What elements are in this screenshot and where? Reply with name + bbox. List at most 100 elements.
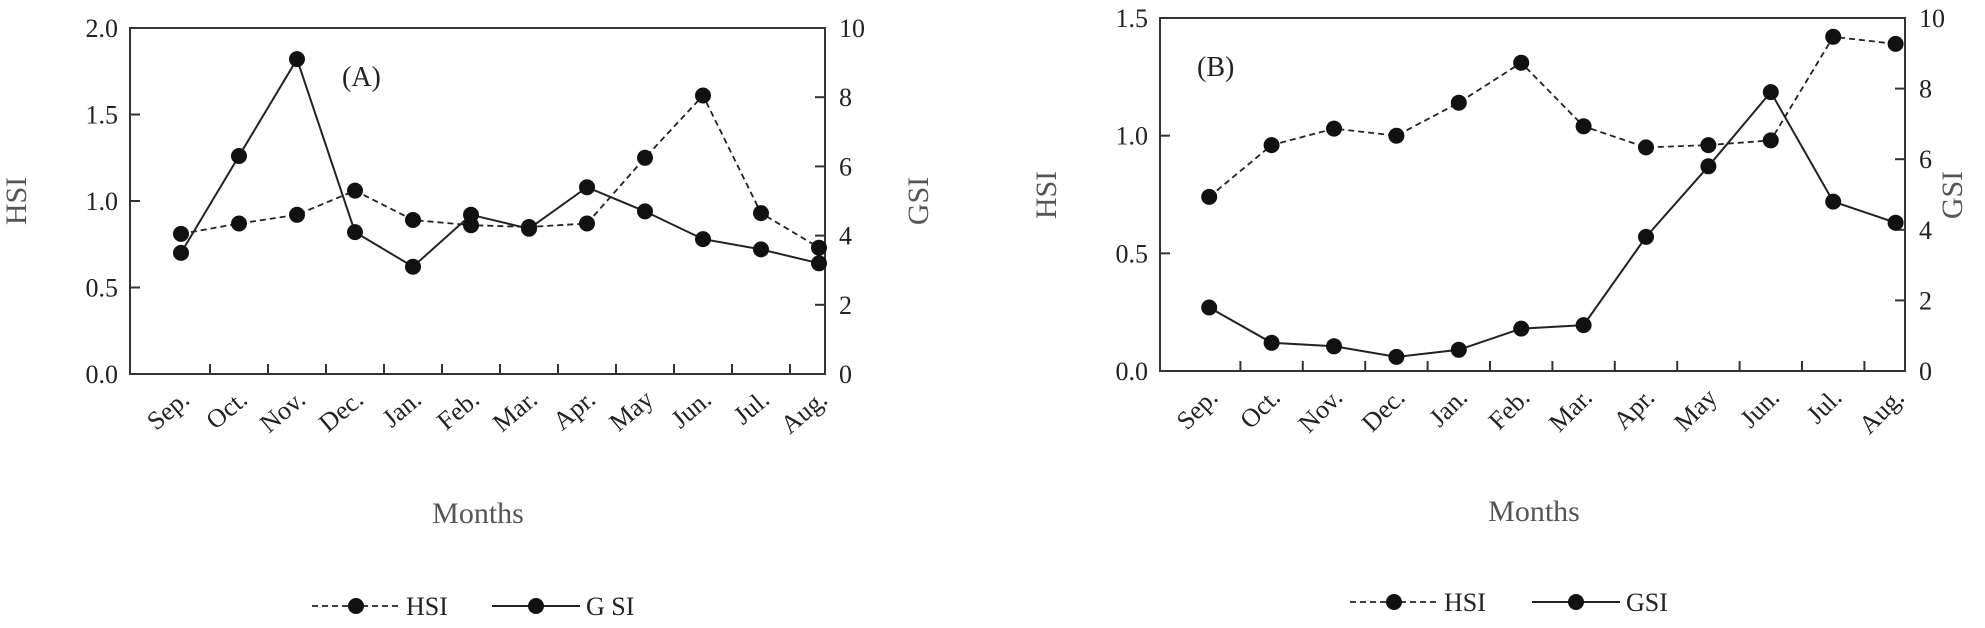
- panel-b-hsi-series-line: [1208, 35, 1896, 198]
- legend-a-gsi-marker: [528, 598, 544, 614]
- panel-b-right-tick-label: 6: [1919, 145, 1932, 174]
- panel-a-hsi-point: [579, 215, 595, 232]
- panel-a-right-axis-ticks: 0 2 4 6 8 10: [815, 14, 865, 389]
- panel-a-hsi-point: [289, 206, 305, 223]
- panel-a-gsi-point: [347, 224, 363, 241]
- panel-a-hsi-point: [231, 215, 247, 232]
- panel-b-left-tick-label: 0.5: [1116, 239, 1149, 268]
- panel-b-plot-frame: [1159, 17, 1906, 372]
- panel-a-left-tick-label: 2.0: [86, 14, 119, 43]
- panel-a-right-tick-label: 8: [839, 83, 852, 112]
- panel-b-hsi-point: [1450, 94, 1467, 111]
- panel-a-gsi-point: [405, 258, 421, 275]
- panel-a-gsi-points: [173, 51, 827, 275]
- panel-a-gsi-series-line: [180, 56, 820, 268]
- panel-a-hsi-point: [811, 239, 827, 256]
- panel-a-left-tick-label: 0.5: [86, 274, 119, 303]
- panel-a-right-tick-label: 0: [839, 360, 852, 389]
- panel-b-right-tick-label: 2: [1919, 286, 1932, 315]
- panel-a-gsi-point: [463, 206, 479, 223]
- panel-b-hsi-point: [1638, 139, 1654, 156]
- panel-a-gsi-point: [637, 203, 653, 220]
- panel-a-gsi-point: [811, 255, 827, 272]
- panel-b-y2-axis-label: GSI: [1936, 171, 1969, 219]
- panel-a-gsi-point: [521, 220, 537, 237]
- panel-a-x-axis-label: Months: [432, 497, 524, 530]
- panel-b-month-label: May: [1668, 383, 1722, 437]
- panel-b-hsi-point: [1263, 137, 1280, 154]
- panel-b-hsi-point: [1326, 120, 1342, 137]
- panel-b-right-tick-label: 8: [1919, 75, 1932, 104]
- panel-b-month-label: Dec.: [1356, 383, 1411, 438]
- panel-b-left-tick-label: 1.0: [1116, 122, 1149, 151]
- panel-a-month-label: Oct.: [200, 384, 252, 435]
- panel-b-gsi-point: [1575, 317, 1592, 334]
- panel-a-hsi-point: [753, 205, 769, 222]
- panel-a-hsi-series-line: [180, 93, 820, 249]
- panel-b-month-label: Aug.: [1853, 383, 1910, 440]
- legend-b-gsi-marker: [1568, 594, 1584, 610]
- panel-a-hsi-point: [173, 225, 189, 242]
- panel-b-month-label: Mar.: [1543, 383, 1598, 438]
- panel-a-hsi-point: [637, 149, 653, 166]
- panel-a-x-axis-ticks: Sep. Oct. Nov. Dec. Jan. Feb. Mar. Apr. May Jun. J…: [141, 364, 833, 440]
- panel-b-month-label: Sep.: [1171, 383, 1224, 436]
- panel-b-month-label: Jun.: [1734, 383, 1785, 434]
- panel-b-month-label: Jan.: [1423, 383, 1473, 433]
- legend-a-hsi-marker: [348, 598, 364, 614]
- panel-a-annotation: (A): [342, 62, 381, 93]
- panel-b-hsi-point: [1887, 35, 1904, 52]
- panel-b-gsi-point: [1201, 299, 1218, 316]
- panel-b-gsi-point: [1887, 214, 1904, 231]
- panel-a-month-label: Dec.: [313, 384, 369, 437]
- legend-a-gsi-label: G SI: [586, 592, 634, 621]
- legend-b-gsi-label: GSI: [1626, 588, 1668, 617]
- panel-b-right-tick-label: 0: [1919, 357, 1932, 386]
- panel-a-month-label: Apr.: [547, 384, 600, 435]
- panel-a-month-label: Jan.: [377, 384, 427, 433]
- panel-a-right-tick-label: 2: [839, 291, 852, 320]
- panel-b-hsi-point: [1762, 132, 1779, 149]
- panel-b-month-label: Apr.: [1608, 383, 1661, 436]
- panel-a-gsi-point: [231, 148, 247, 164]
- panel-b-left-tick-label: 0.0: [1116, 357, 1149, 386]
- panel-b-right-tick-label: 4: [1919, 216, 1932, 245]
- panel-a-left-tick-label: 1.5: [86, 101, 119, 130]
- panel-b-annotation: (B): [1197, 52, 1234, 83]
- panel-b-gsi-point: [1263, 334, 1280, 351]
- panel-b-month-label: Nov.: [1293, 383, 1349, 439]
- panel-a-month-label: Jun.: [666, 384, 717, 434]
- panel-a-month-label: Sep.: [141, 384, 194, 435]
- panel-a-gsi-point: [753, 241, 769, 258]
- panel-b-gsi-point: [1638, 228, 1654, 245]
- panel-b-y-axis-label: HSI: [1030, 171, 1063, 219]
- panel-a-month-label: Mar.: [487, 384, 543, 437]
- panel-b-hsi-point: [1575, 118, 1592, 135]
- panel-b-hsi-points: [1201, 28, 1904, 205]
- panel-a-plot-frame: [129, 27, 826, 375]
- panel-a-hsi-point: [347, 182, 363, 199]
- panel-b-gsi-series-line: [1208, 90, 1896, 358]
- panel-a-hsi-points: [173, 87, 827, 256]
- legend-b-hsi-marker: [1386, 594, 1402, 610]
- panel-b-right-axis-ticks: 0 2 4 6 8 10: [1895, 4, 1945, 386]
- panel-a-hsi-point: [695, 87, 711, 104]
- panel-a-gsi-point: [173, 244, 189, 261]
- panel-a-right-tick-label: 10: [839, 14, 865, 43]
- legend-a-hsi-label: HSI: [406, 592, 448, 621]
- panel-b-gsi-point: [1762, 84, 1779, 101]
- panel-a-hsi-point: [405, 212, 421, 228]
- panel-b-gsi-point: [1513, 320, 1530, 337]
- panel-a-y2-axis-label: GSI: [902, 177, 935, 225]
- panel-a-month-label: May: [604, 384, 659, 437]
- panel-b-gsi-point: [1450, 341, 1467, 358]
- panel-b-hsi-point: [1700, 137, 1717, 154]
- panel-b-month-label: Jul.: [1801, 383, 1848, 430]
- panel-a-left-tick-label: 1.0: [86, 187, 119, 216]
- panel-b-legend: HSI GSI: [1350, 588, 1668, 617]
- panel-a-gsi-point: [579, 179, 595, 196]
- panel-b-left-axis-ticks: 0.0 0.5 1.0 1.5: [1116, 4, 1170, 386]
- panel-a-right-tick-label: 6: [839, 152, 852, 181]
- panel-b-chart: 0.0 0.5 1.0 1.5 0 2 4 6 8 10 Sep. Oct. Nov. Dec. Jan…: [1030, 4, 1969, 528]
